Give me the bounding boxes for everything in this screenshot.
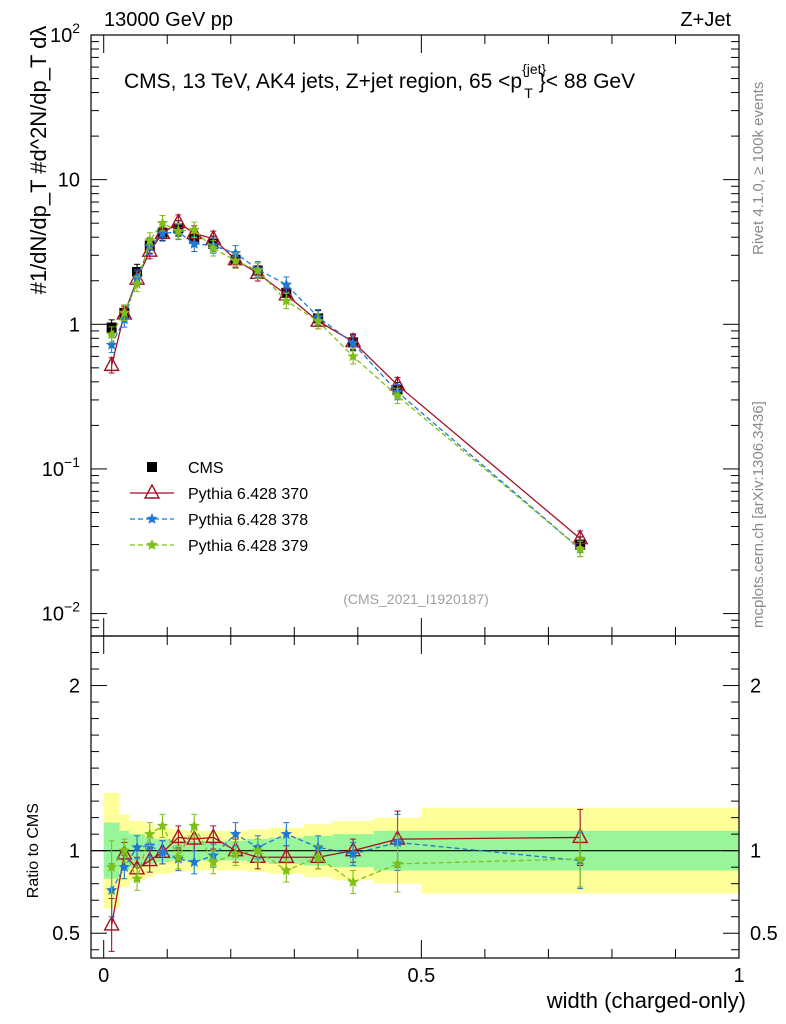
data-point-p378	[347, 337, 359, 349]
legend-marker-CMS	[147, 462, 157, 472]
data-point-p379	[252, 264, 264, 276]
ratio-point-p379	[172, 851, 185, 863]
legend-label: Pythia 6.428 379	[188, 538, 308, 555]
legend-label: CMS	[188, 460, 224, 477]
y-tick-label: 10	[58, 170, 80, 192]
ratio-point-p378	[347, 848, 359, 859]
y-axis-label: #1/dN/dp_T #d^2N/dp_T dλ	[26, 26, 51, 295]
series-line-p370	[111, 221, 581, 540]
ratio-point-p379	[207, 856, 219, 868]
y-tick-label-right: 2	[750, 676, 761, 698]
ratio-point-p379	[252, 844, 264, 856]
x-tick-label: 0	[98, 965, 109, 987]
ratio-point-p370	[103, 915, 120, 931]
data-point-p379	[207, 242, 219, 254]
ratio-point-p379	[105, 861, 118, 872]
series-line-p378	[111, 231, 581, 550]
legend-marker-p378	[146, 513, 158, 524]
data-point-p370	[141, 241, 158, 257]
data-point-p379	[280, 295, 293, 306]
data-point-p379	[312, 315, 324, 327]
y-tick-label: 102	[50, 20, 80, 47]
data-point-p370	[103, 355, 120, 372]
ratio-point-p379	[144, 828, 156, 839]
y-tick-label: 1	[69, 841, 80, 863]
y-tick-label: 0.5	[52, 923, 80, 945]
data-point-p379	[574, 542, 586, 554]
series-line-p379	[111, 222, 581, 550]
ratio-point-p379	[574, 852, 586, 864]
ratio-point-p379	[131, 872, 143, 884]
legend-label: Pythia 6.428 370	[188, 486, 308, 503]
ratio-point-p379	[347, 876, 359, 887]
data-point-p379	[229, 254, 242, 266]
data-point-p378	[280, 278, 293, 290]
main-panel: 102 10 1 10−1 10−2 #1/dN/dp_T #d^2N/dp_T dλ CM…	[26, 20, 740, 637]
data-point-p379	[131, 278, 143, 289]
ratio-point-p370	[186, 829, 203, 845]
ratio-point-p379	[391, 857, 404, 869]
x-tick-label: 0.5	[407, 965, 435, 987]
y-tick-label: 2	[69, 676, 80, 698]
ratio-point-p370	[170, 827, 187, 844]
header-left: 13000 GeV pp	[104, 9, 233, 31]
analysis-tag: (CMS_2021_I1920187)	[343, 591, 489, 607]
ratio-point-p378	[156, 846, 169, 858]
y-tick-label-right: 1	[750, 841, 761, 863]
x-axis-label: width (charged-only)	[546, 988, 746, 1013]
ratio-point-p370	[141, 851, 158, 867]
data-point-p379	[144, 234, 156, 246]
ratio-point-p379	[188, 819, 200, 831]
ratio-point-p378	[131, 841, 143, 853]
ratio-point-p378	[188, 856, 200, 868]
data-point-p379	[347, 350, 359, 362]
mcplots-label: mcplots.cern.ch [arXiv:1306.3436]	[750, 401, 767, 628]
data-point-p379	[118, 306, 131, 318]
data-point-p379	[156, 217, 169, 228]
data-point-p379	[391, 389, 404, 401]
data-point-p379	[188, 223, 200, 235]
legend-label: Pythia 6.428 378	[188, 512, 308, 529]
data-point-p378	[156, 227, 169, 239]
ratio-point-p379	[118, 844, 131, 856]
data-point-p378	[188, 237, 200, 249]
legend-marker-p370	[143, 483, 161, 499]
y-tick-label-right: 0.5	[750, 923, 778, 945]
ratio-y-axis-label: Ratio to CMS	[25, 803, 42, 898]
y-tick-label: 10−2	[42, 599, 80, 626]
data-point-p378	[105, 338, 118, 350]
ratio-point-p379	[156, 819, 169, 831]
ratio-point-p378	[280, 828, 293, 839]
y-tick-label: 1	[69, 314, 80, 336]
ratio-point-p370	[205, 827, 222, 844]
rivet-version-label: Rivet 4.1.0, ≥ 100k events	[750, 82, 767, 255]
y-tick-label: 10−1	[42, 454, 80, 481]
header-right: Z+Jet	[680, 9, 731, 31]
ratio-frame	[90, 635, 740, 959]
data-point-p379	[172, 225, 185, 237]
ratio-point-p379	[312, 851, 324, 863]
data-point-p379	[105, 328, 118, 340]
ratio-point-p379	[229, 848, 242, 859]
ratio-point-p378	[229, 828, 242, 839]
ratio-point-p379	[280, 864, 293, 876]
x-tick-label: 1	[733, 965, 744, 987]
legend-marker-p379	[146, 539, 158, 550]
chart-title: CMS, 13 TeV, AK4 jets, Z+jet region, 65 …	[124, 61, 635, 101]
legend: CMS Pythia 6.428 370 Pythia 6.428 378 Pythi…	[130, 460, 308, 555]
ratio-point-p378	[118, 861, 131, 872]
